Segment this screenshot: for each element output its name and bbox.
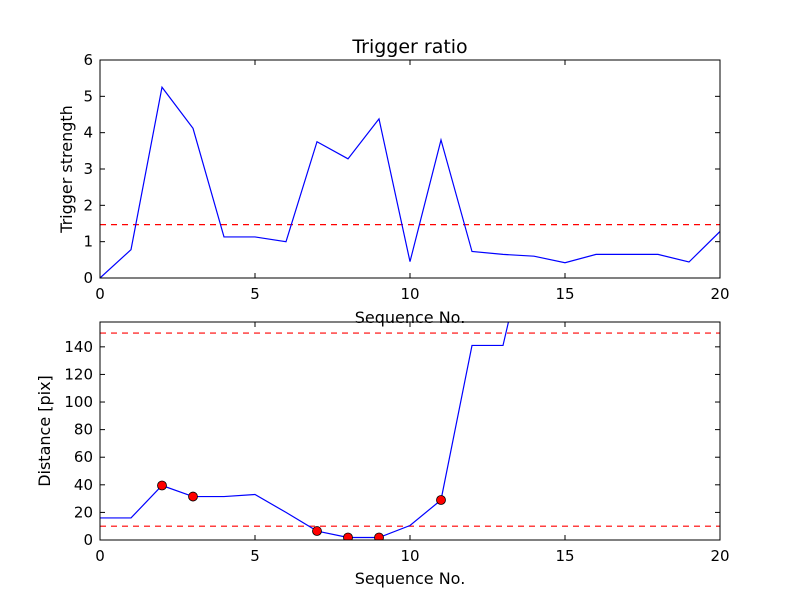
bottom-x-tick-label: 20 [710, 547, 729, 565]
top-y-tick-label: 5 [83, 87, 93, 105]
bottom-axes-frame [99, 321, 721, 541]
bottom-data-point-4 [374, 532, 384, 540]
top-x-tick-label: 15 [555, 285, 574, 303]
top-y-tick-label: 1 [83, 233, 93, 251]
bottom-y-tick-label: 20 [74, 503, 93, 521]
top-y-tick-label: 0 [83, 269, 93, 287]
top-y-tick-label: 6 [83, 51, 93, 69]
bottom-y-tick-label: 60 [74, 448, 93, 466]
top-y-tick-label: 2 [83, 196, 93, 214]
top-x-tick-label: 5 [250, 285, 260, 303]
top-axes-frame [99, 59, 721, 279]
bottom-chart-plot: 0 5 10 15 20 0 20 40 60 80 100 120 140 [64, 321, 730, 565]
bottom-series-line-0 [100, 322, 510, 539]
top-x-tick-label: 20 [710, 285, 729, 303]
bottom-y-tick-label: 80 [74, 421, 93, 439]
top-y-tick-label: 3 [83, 160, 93, 178]
bottom-y-tick-label: 140 [64, 338, 93, 356]
bottom-y-tick-label: 40 [74, 476, 93, 494]
bottom-chart-xlabel: Sequence No. [355, 569, 466, 588]
bottom-data-point-5 [436, 495, 446, 505]
bottom-y-tick-label: 100 [64, 393, 93, 411]
top-x-tick-label: 0 [95, 285, 105, 303]
bottom-y-tick-label: 120 [64, 365, 93, 383]
bottom-data-point-2 [312, 526, 322, 536]
bottom-data-point-3 [343, 532, 353, 540]
bottom-x-tick-label: 10 [400, 547, 419, 565]
bottom-x-tick-label: 15 [555, 547, 574, 565]
bottom-x-tick-label: 0 [95, 547, 105, 565]
bottom-data-point-1 [188, 491, 198, 502]
top-x-tick-label: 10 [400, 285, 419, 303]
bottom-y-tick-label: 0 [83, 531, 93, 549]
bottom-x-tick-label: 5 [250, 547, 260, 565]
top-chart-plot: 0 5 10 15 20 0 1 2 3 4 5 6 [83, 51, 729, 303]
top-series-line-0 [100, 85, 720, 278]
top-chart-title: Trigger ratio [351, 36, 467, 58]
bottom-data-point-0 [157, 480, 167, 491]
top-chart-ylabel: Trigger strength [57, 105, 76, 234]
bottom-chart-ylabel: Distance [pix] [35, 375, 54, 487]
top-y-tick-label: 4 [83, 124, 93, 142]
